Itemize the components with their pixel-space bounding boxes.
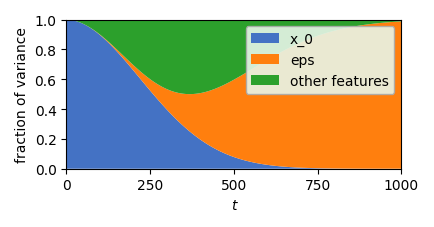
Y-axis label: fraction of variance: fraction of variance [15, 27, 29, 162]
Legend: x_0, eps, other features: x_0, eps, other features [246, 27, 395, 94]
X-axis label: t: t [231, 198, 237, 212]
